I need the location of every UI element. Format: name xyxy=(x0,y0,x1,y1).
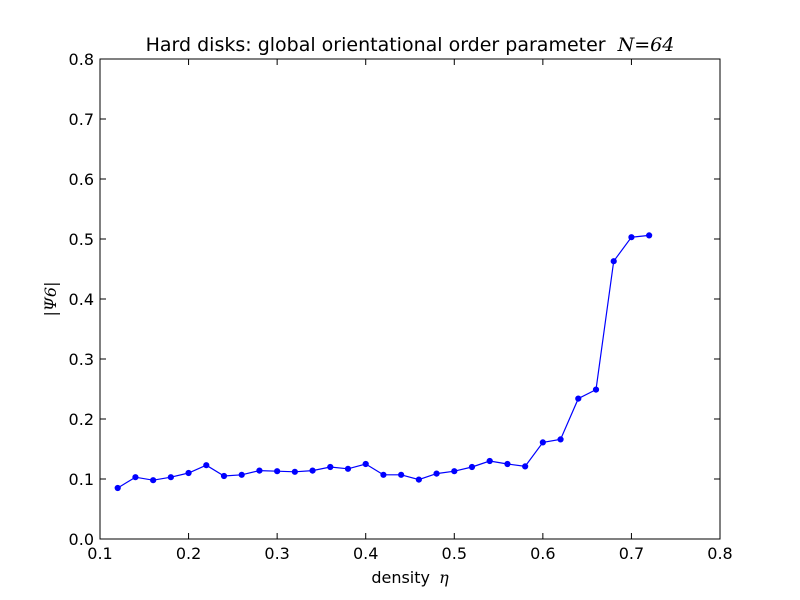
chart-title-group: Hard disks: global orientational order p… xyxy=(146,34,675,56)
y-tick-label: 0.0 xyxy=(69,530,94,549)
y-tick-label: 0.1 xyxy=(69,470,94,489)
data-point xyxy=(344,465,352,472)
x-tick-label: 0.5 xyxy=(442,544,467,563)
series-line xyxy=(117,234,650,489)
data-point xyxy=(539,439,546,446)
x-tick-label: 0.8 xyxy=(707,544,732,563)
data-point xyxy=(327,463,334,471)
data-point xyxy=(433,470,440,477)
data-point xyxy=(167,474,174,481)
y-tick-label: 0.5 xyxy=(69,230,94,249)
y-axis-label: |Ψ6| xyxy=(41,282,60,317)
data-point xyxy=(185,469,192,477)
x-axis-label-math: η xyxy=(439,568,449,587)
chart-title-math: N=64 xyxy=(617,34,675,56)
y-tick-label: 0.2 xyxy=(69,410,94,429)
data-point xyxy=(646,232,653,239)
data-point xyxy=(610,258,617,265)
data-point xyxy=(451,468,458,475)
chart-title: Hard disks: global orientational order p… xyxy=(146,34,675,56)
data-point xyxy=(114,484,121,492)
x-tick-label: 0.1 xyxy=(87,544,112,563)
data-point xyxy=(557,436,564,443)
data-point xyxy=(256,467,263,474)
y-tick-label: 0.6 xyxy=(69,170,94,189)
data-point xyxy=(132,474,139,481)
y-tick-label: 0.8 xyxy=(69,50,94,69)
chart-title-text: Hard disks: global orientational order p… xyxy=(146,34,606,56)
data-point xyxy=(592,386,600,393)
y-tick-label: 0.4 xyxy=(69,290,94,309)
data-point xyxy=(380,471,387,478)
data-point xyxy=(220,472,228,480)
x-axis-label: density η xyxy=(371,568,449,587)
x-axis-label-group: density η xyxy=(371,568,449,587)
plot-area-frame xyxy=(99,58,721,540)
data-point xyxy=(628,234,635,241)
data-point xyxy=(415,476,422,483)
data-point xyxy=(398,471,405,478)
data-point xyxy=(291,468,298,475)
x-tick-label: 0.3 xyxy=(264,544,289,563)
data-point xyxy=(238,471,245,478)
data-point xyxy=(274,468,281,475)
data-point xyxy=(504,460,511,468)
x-tick-label: 0.4 xyxy=(353,544,378,563)
data-point xyxy=(203,462,210,469)
data-series-layer xyxy=(114,232,653,492)
x-axis-label-text: density xyxy=(371,568,430,587)
y-axis-label-group: |Ψ6| xyxy=(41,282,60,317)
data-point xyxy=(309,467,316,474)
x-tick-label: 0.2 xyxy=(176,544,201,563)
x-tick-label: 0.6 xyxy=(530,544,555,563)
data-point xyxy=(150,477,157,484)
x-tick-label: 0.7 xyxy=(619,544,644,563)
data-point xyxy=(468,463,476,471)
y-tick-label: 0.3 xyxy=(69,350,94,369)
y-tick-label: 0.7 xyxy=(69,110,94,129)
axis-ticks: 0.1 0.2 0.3 0.4 0.5 0.6 0.7 0.80.00.10.20.30.40… xyxy=(69,50,733,563)
data-point xyxy=(522,463,529,470)
data-point xyxy=(486,457,493,465)
data-point xyxy=(362,460,369,468)
data-point xyxy=(575,395,582,402)
